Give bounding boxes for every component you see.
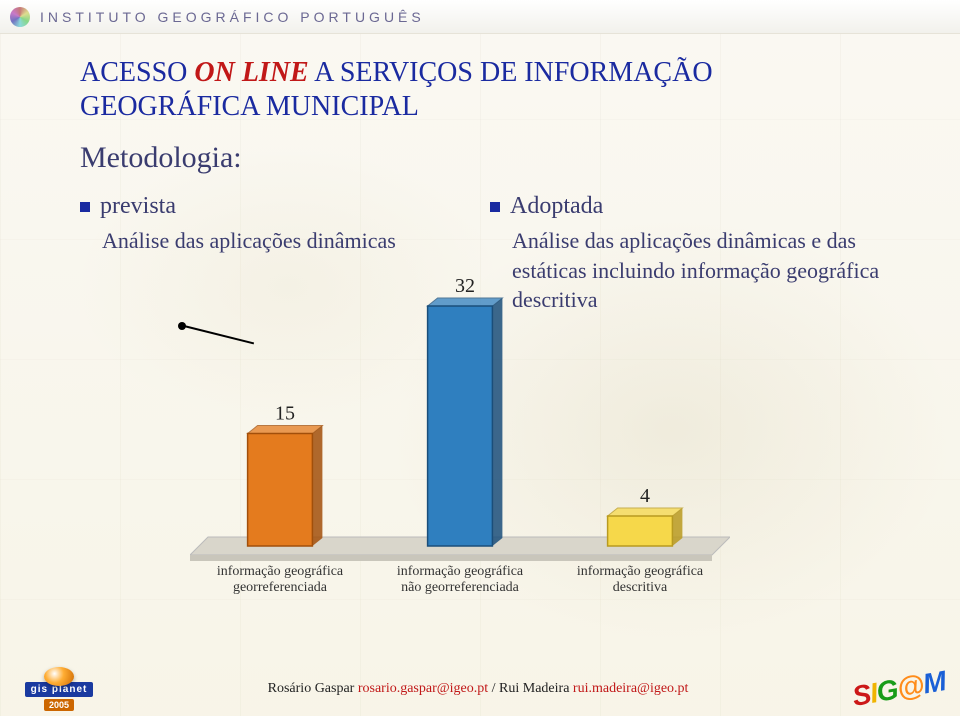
slide-title-line2: GEOGRÁFICA MUNICIPAL — [80, 91, 880, 123]
footer-credits: Rosário Gaspar rosario.gaspar@igeo.pt / … — [104, 681, 852, 697]
bar-chart: 15informação geográficageorreferenciada3… — [190, 255, 730, 595]
bar-top — [608, 508, 683, 516]
top-bar: INSTITUTO GEOGRÁFICO PORTUGUÊS — [0, 0, 960, 34]
footer-text: / Rui Madeira — [488, 681, 573, 696]
conference-logo: gis planet 2005 — [14, 667, 104, 711]
column-heading-row: prevista — [80, 193, 450, 220]
bar-top — [428, 298, 503, 306]
title-part-rest: A SERVIÇOS DE INFORMAÇÃO — [309, 57, 713, 88]
bar-side — [312, 426, 322, 547]
bar-front — [248, 434, 313, 547]
bar-category-label-line2: descritiva — [613, 580, 668, 595]
bar-front — [428, 306, 493, 546]
footer-mail-2: rui.madeira@igeo.pt — [573, 681, 689, 696]
footer: gis planet 2005 Rosário Gaspar rosario.g… — [0, 664, 960, 716]
square-bullet-icon — [490, 202, 500, 212]
column-heading-right: Adoptada — [510, 193, 603, 220]
column-heading-left: prevista — [100, 193, 176, 220]
conference-year: 2005 — [44, 699, 74, 711]
bar-category-label-line2: georreferenciada — [233, 580, 328, 595]
bar-value-label: 32 — [455, 275, 475, 297]
slide-title-line1: ACESSO ON LINE A SERVIÇOS DE INFORMAÇÃO — [80, 56, 880, 89]
globe-icon — [44, 667, 74, 686]
footer-mail-1: rosario.gaspar@igeo.pt — [358, 681, 488, 696]
institution-logo-icon — [10, 7, 30, 27]
square-bullet-icon — [80, 202, 90, 212]
bar-category-label-line1: informação geográfica — [217, 564, 344, 579]
column-text-left: Análise das aplicações dinâmicas — [80, 226, 450, 256]
bar-category-label-line1: informação geográfica — [577, 564, 704, 579]
bar-side — [492, 298, 502, 546]
institution-name: INSTITUTO GEOGRÁFICO PORTUGUÊS — [40, 9, 425, 25]
bar-value-label: 4 — [640, 485, 650, 507]
column-heading-row: Adoptada — [490, 193, 920, 220]
slide-title-block: ACESSO ON LINE A SERVIÇOS DE INFORMAÇÃO … — [0, 34, 960, 175]
title-part-acesso: ACESSO — [80, 57, 194, 88]
footer-text: Rosário Gaspar — [268, 681, 358, 696]
bar-category-label-line1: informação geográfica — [397, 564, 524, 579]
brand-letter-m: M — [921, 665, 948, 699]
bar-front — [608, 516, 673, 546]
bar-top — [248, 426, 323, 434]
bar-value-label: 15 — [275, 403, 295, 425]
slide-subtitle: Metodologia: — [80, 141, 880, 175]
chart-floor-front — [190, 555, 712, 561]
title-part-online: ON LINE — [194, 57, 308, 88]
gis-planet-logo-icon: gis planet 2005 — [14, 667, 104, 711]
bar-chart-svg: 15informação geográficageorreferenciada3… — [190, 255, 730, 595]
brand-sigm: SIG@M — [850, 665, 948, 713]
bar-category-label-line2: não georreferenciada — [401, 580, 520, 595]
